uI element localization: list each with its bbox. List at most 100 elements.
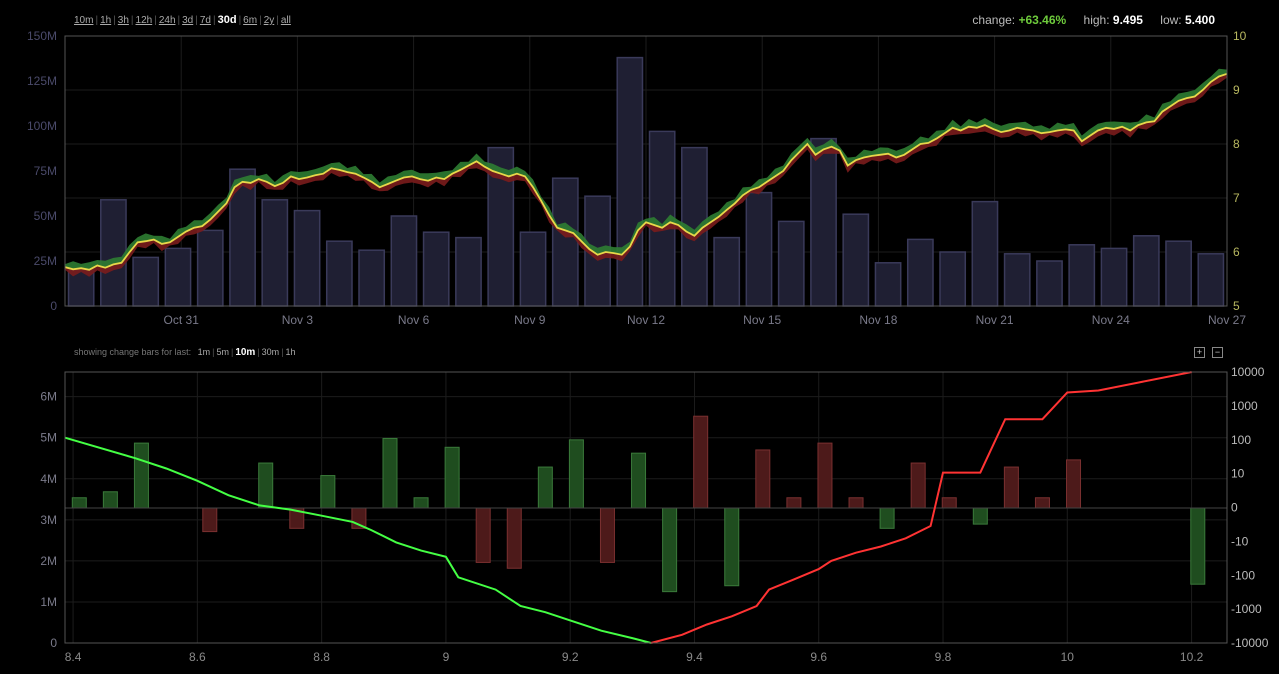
change-separator: | (281, 347, 284, 357)
change-bar (1003, 466, 1019, 509)
depth-volume-axis-label: 6M (40, 390, 57, 404)
volume-bar (1197, 253, 1225, 307)
change-bars-10m[interactable]: 10m (235, 347, 256, 358)
depth-x-tick-label: 8.4 (65, 650, 82, 664)
volume-bar (906, 238, 934, 307)
change-bar (202, 507, 218, 533)
depth-x-tick-label: 9.8 (935, 650, 952, 664)
depth-volume-axis-label: 5M (40, 431, 57, 445)
volume-bar (261, 199, 289, 307)
change-axis-label: -10 (1231, 534, 1249, 548)
range-separator: | (238, 15, 242, 26)
volume-bar (1003, 253, 1031, 307)
change-separator: | (257, 347, 260, 357)
change-bars-30m[interactable]: 30m (261, 347, 280, 357)
volume-axis-label: 25M (34, 254, 57, 268)
range-separator: | (95, 15, 99, 26)
high-label: high: (1083, 13, 1110, 27)
depth-x-tick-label: 9 (443, 650, 450, 664)
change-bar (631, 452, 647, 509)
change-axis-label: -1000 (1231, 602, 1262, 616)
range-separator: | (276, 15, 279, 26)
price-axis-label: 5 (1233, 299, 1240, 313)
range-7d[interactable]: 7d (199, 15, 211, 26)
range-1h[interactable]: 1h (100, 15, 112, 26)
ask-depth-line (650, 371, 1192, 644)
change-label: change: (972, 13, 1016, 27)
volume-bar (616, 56, 644, 307)
change-axis-label: 0 (1231, 501, 1238, 515)
range-12h[interactable]: 12h (135, 15, 153, 26)
depth-x-tick-label: 9.6 (810, 650, 827, 664)
volume-axis-label: 100M (27, 119, 57, 133)
volume-bar (971, 200, 999, 307)
change-bars-1h[interactable]: 1h (285, 347, 296, 357)
range-separator: | (259, 15, 262, 26)
range-2y[interactable]: 2y (263, 15, 275, 26)
zoom-in-button[interactable]: + (1194, 347, 1205, 358)
change-bar (1034, 497, 1050, 509)
zoom-out-button[interactable]: − (1212, 347, 1223, 358)
volume-bar (874, 262, 902, 307)
high-value: 9.495 (1112, 13, 1143, 27)
range-separator: | (113, 15, 116, 26)
volume-bar (196, 229, 224, 307)
change-bar (568, 439, 584, 509)
volume-bar (422, 231, 450, 307)
change-bar (724, 507, 740, 587)
change-bar (599, 507, 615, 563)
range-3d[interactable]: 3d (182, 15, 194, 26)
change-bar (879, 507, 895, 529)
change-bars-1m[interactable]: 1m (197, 347, 211, 357)
depth-x-tick-label: 8.8 (313, 650, 330, 664)
x-tick-label: Nov 24 (1092, 313, 1130, 327)
range-separator: | (154, 15, 157, 26)
volume-bar (1132, 235, 1160, 307)
volume-bar (939, 251, 967, 307)
change-separator: | (212, 347, 215, 357)
change-bar (941, 497, 957, 509)
x-tick-label: Nov 27 (1208, 313, 1246, 327)
change-bar (506, 507, 522, 569)
change-bar (537, 466, 553, 509)
volume-bar (745, 191, 773, 307)
change-axis-label: 10 (1231, 467, 1245, 481)
change-bars-label: showing change bars for last: (74, 347, 192, 357)
change-bar (1066, 459, 1082, 509)
volume-axis-label: 125M (27, 74, 57, 88)
change-bars-5m[interactable]: 5m (216, 347, 229, 357)
price-line (64, 72, 1228, 271)
change-bar (102, 491, 118, 509)
range-24h[interactable]: 24h (158, 15, 176, 26)
volume-bar (1100, 247, 1128, 307)
low-value: 5.400 (1184, 13, 1215, 27)
change-bar (475, 507, 491, 563)
volume-axis-label: 0 (50, 299, 57, 313)
change-bar (444, 446, 460, 509)
range-all[interactable]: all (280, 15, 291, 26)
volume-bar (713, 236, 741, 307)
change-bar (133, 442, 149, 509)
volume-bar (1036, 260, 1063, 307)
range-selector: 10m | 1h | 3h | 12h | 24h | 3d | 7d | 30d | 6m | 2y | all (74, 14, 291, 26)
x-tick-label: Nov 12 (627, 313, 665, 327)
bid-depth-line (64, 436, 652, 644)
volume-bar (777, 220, 805, 307)
x-tick-label: Oct 31 (164, 313, 200, 327)
change-bar (320, 475, 336, 509)
range-6m[interactable]: 6m (243, 15, 258, 26)
volume-axis-label: 75M (34, 164, 57, 178)
volume-bar (132, 256, 160, 307)
range-10m[interactable]: 10m (74, 15, 94, 26)
range-3h[interactable]: 3h (117, 15, 129, 26)
depth-volume-axis-label: 3M (40, 513, 57, 527)
change-value: +63.46% (1018, 13, 1067, 27)
range-30d[interactable]: 30d (217, 14, 237, 26)
depth-x-tick-label: 9.4 (686, 650, 703, 664)
bottom-frame (64, 371, 1228, 644)
depth-x-tick-label: 10 (1061, 650, 1075, 664)
depth-x-tick-label: 8.6 (189, 650, 206, 664)
price-stats: change: +63.46% high: 9.495 low: 5.400 (972, 13, 1215, 27)
change-bar (1190, 507, 1206, 585)
